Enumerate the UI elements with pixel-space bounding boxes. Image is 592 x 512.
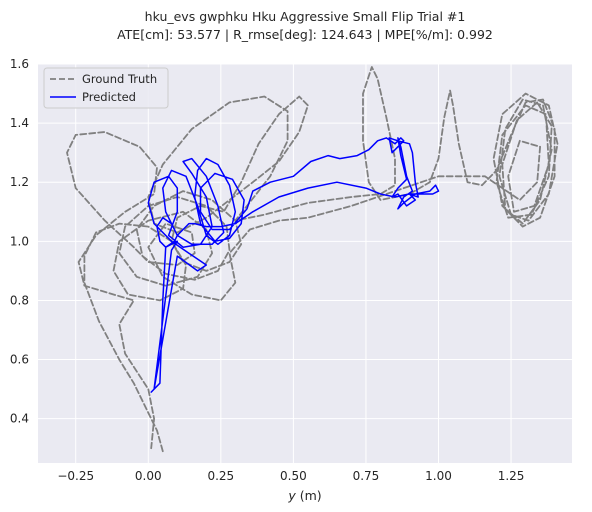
y-tick-label: 1.0 <box>10 234 29 248</box>
chart-subtitle: ATE[cm]: 53.577 | R_rmse[deg]: 124.643 |… <box>117 27 493 42</box>
y-tick-label: 0.6 <box>10 353 29 367</box>
x-tick-label: 1.25 <box>498 469 525 483</box>
y-tick-label: 1.6 <box>10 57 29 71</box>
x-tick-labels: −0.25 0.00 0.25 0.50 0.75 1.00 1.25 <box>57 469 524 483</box>
data-series <box>66 66 559 453</box>
x-axis-label-unit: (m) <box>296 488 322 503</box>
y-tick-label: 1.4 <box>10 116 29 130</box>
plot-background <box>38 64 572 463</box>
legend-label: Ground Truth <box>82 72 157 86</box>
x-tick-label: 0.00 <box>135 469 162 483</box>
chart-title: hku_evs gwphku Hku Aggressive Small Flip… <box>145 9 466 24</box>
x-axis-label: y (m) <box>287 488 321 503</box>
x-tick-label: −0.25 <box>57 469 94 483</box>
series-line-ground-truth <box>66 66 559 453</box>
legend-box <box>43 67 169 109</box>
y-tick-label: 1.2 <box>10 175 29 189</box>
y-tick-label: 0.4 <box>10 412 29 426</box>
x-tick-label: 0.25 <box>207 469 234 483</box>
x-tick-label: 0.75 <box>353 469 380 483</box>
legend-label: Predicted <box>82 90 136 104</box>
y-tick-labels: 0.4 0.6 0.8 1.0 1.2 1.4 1.6 <box>10 57 29 426</box>
y-tick-label: 0.8 <box>10 293 29 307</box>
series-line-predicted <box>147 137 440 393</box>
x-tick-label: 1.00 <box>425 469 452 483</box>
x-axis-label-var: y <box>287 488 296 503</box>
legend: Ground Truth Predicted <box>43 67 169 109</box>
x-tick-label: 0.50 <box>280 469 307 483</box>
